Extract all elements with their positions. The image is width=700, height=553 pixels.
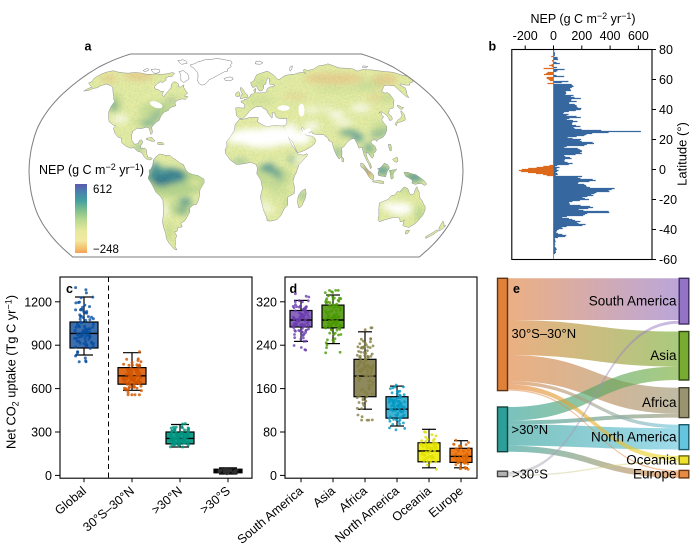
svg-text:−248: −248	[93, 244, 119, 256]
svg-text:South America: South America	[589, 294, 677, 309]
svg-text:Oceania: Oceania	[626, 453, 677, 468]
svg-text:0: 0	[270, 469, 277, 483]
svg-text:Africa: Africa	[642, 395, 677, 410]
svg-text:Asia: Asia	[650, 348, 677, 363]
svg-text:-40: -40	[659, 223, 677, 237]
svg-text:a: a	[85, 40, 93, 54]
svg-text:320: 320	[256, 295, 277, 309]
svg-text:NEP (g C m−2 yr−1): NEP (g C m−2 yr−1)	[530, 11, 635, 26]
svg-text:0: 0	[659, 163, 666, 177]
svg-text:b: b	[489, 40, 497, 54]
svg-text:200: 200	[571, 29, 592, 43]
svg-text:c: c	[66, 282, 73, 296]
svg-text:d: d	[290, 282, 298, 296]
svg-text:-200: -200	[513, 29, 538, 43]
svg-text:e: e	[513, 282, 520, 296]
svg-text:80: 80	[659, 43, 673, 57]
svg-text:60: 60	[659, 73, 673, 87]
svg-text:612: 612	[93, 184, 112, 196]
svg-text:240: 240	[256, 339, 277, 353]
svg-text:-60: -60	[659, 253, 677, 267]
svg-text:600: 600	[628, 29, 649, 43]
svg-text:Net CO2 uptake (Tg C yr−1): Net CO2 uptake (Tg C yr−1)	[4, 295, 21, 449]
svg-text:Europe: Europe	[633, 467, 677, 482]
svg-text:400: 400	[600, 29, 621, 43]
svg-text:>30°S: >30°S	[512, 467, 548, 482]
svg-text:NEP (g C m−2 yr−1): NEP (g C m−2 yr−1)	[39, 162, 144, 177]
svg-text:20: 20	[659, 133, 673, 147]
svg-text:40: 40	[659, 103, 673, 117]
svg-text:Latitude (°): Latitude (°)	[675, 122, 690, 186]
svg-text:1200: 1200	[24, 295, 52, 309]
svg-text:900: 900	[31, 339, 52, 353]
svg-text:300: 300	[31, 426, 52, 440]
svg-text:North America: North America	[591, 430, 677, 445]
svg-text:30°S–30°N: 30°S–30°N	[512, 326, 577, 341]
svg-text:>30°N: >30°N	[512, 422, 549, 437]
svg-text:0: 0	[45, 469, 52, 483]
svg-text:0: 0	[550, 29, 557, 43]
svg-text:160: 160	[256, 382, 277, 396]
svg-text:-20: -20	[659, 193, 677, 207]
svg-text:80: 80	[263, 426, 277, 440]
svg-text:600: 600	[31, 382, 52, 396]
